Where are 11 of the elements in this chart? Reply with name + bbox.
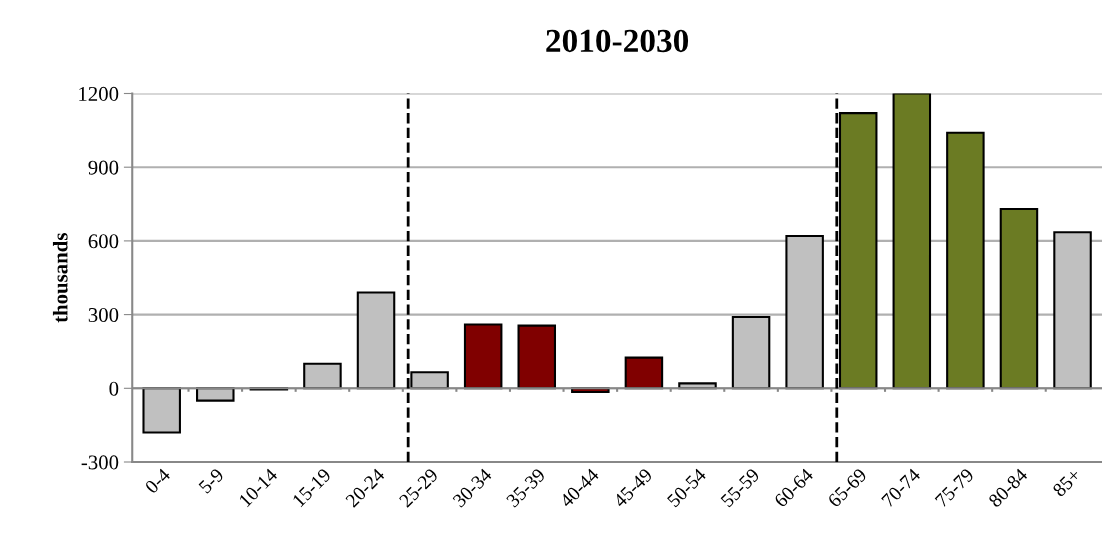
y-tick-label: 600 xyxy=(88,234,119,249)
y-tick-label: 900 xyxy=(88,160,119,175)
y-axis-title: thousands xyxy=(52,233,68,323)
y-tick-label: 0 xyxy=(109,381,119,396)
chart-title: 2010-2030 xyxy=(546,29,689,53)
x-tick-label: 0-4 xyxy=(144,467,172,495)
y-tick-label: 300 xyxy=(88,307,119,323)
x-tick-label: 85+ xyxy=(1051,467,1082,498)
y-tick-label: -300 xyxy=(81,455,119,470)
x-tick-label: 5-9 xyxy=(198,467,225,494)
y-tick-label: 1200 xyxy=(79,86,119,101)
